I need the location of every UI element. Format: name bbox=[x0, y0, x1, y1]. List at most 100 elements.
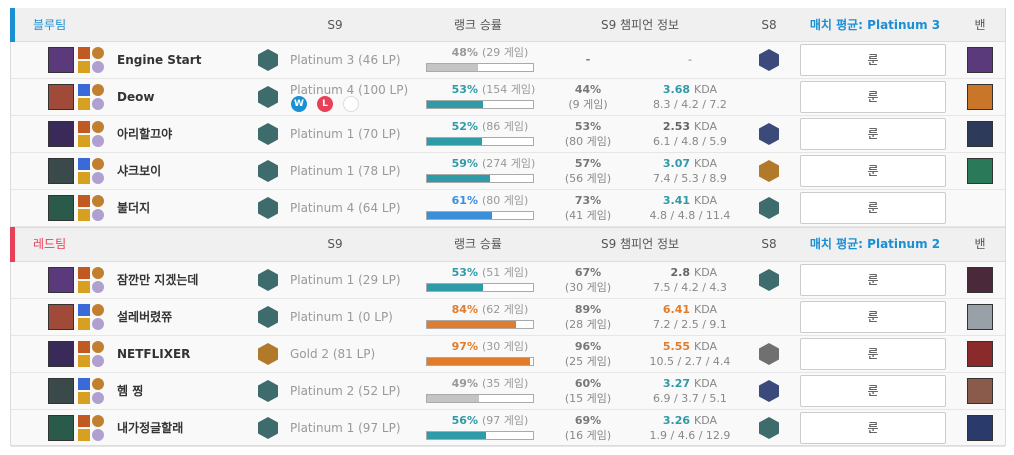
champ-games: (30 게임) bbox=[564, 281, 612, 294]
rune-button[interactable]: 룬 bbox=[800, 155, 946, 187]
rune-icon bbox=[92, 47, 104, 59]
ban-icon bbox=[967, 378, 993, 404]
team-color-bar bbox=[10, 227, 15, 262]
summoner-spell bbox=[78, 355, 90, 367]
kda-detail: 1.9 / 4.6 / 12.9 bbox=[649, 429, 731, 442]
player-row bbox=[11, 153, 1005, 190]
champion-icon bbox=[48, 304, 74, 330]
rune-button[interactable]: 룬 bbox=[800, 44, 946, 76]
kda-unit: KDA bbox=[694, 157, 718, 170]
champ-winrate: 73% bbox=[574, 194, 602, 207]
rank-text: Platinum 4 (64 LP) bbox=[290, 201, 401, 215]
header-winrate: 랭크 승률 bbox=[454, 18, 502, 32]
winrate-bar bbox=[427, 138, 483, 145]
winrate-games: (154 게임) bbox=[482, 83, 536, 96]
tier-emblem bbox=[258, 306, 278, 328]
rune-icon bbox=[92, 98, 104, 110]
summoner-spell bbox=[78, 415, 90, 427]
winrate-label: 52% bbox=[451, 120, 478, 133]
summoner-name[interactable]: 아리할끄야 bbox=[117, 127, 173, 141]
kda-unit: KDA bbox=[694, 194, 718, 207]
rank-text: Platinum 1 (97 LP) bbox=[290, 421, 401, 435]
winrate-bar bbox=[427, 212, 492, 219]
summoner-spell bbox=[78, 98, 90, 110]
tier-emblem bbox=[258, 417, 278, 439]
champ-games: (9 게임) bbox=[568, 98, 608, 111]
summoner-name[interactable]: Engine Start bbox=[117, 53, 202, 67]
winrate-label: 53% bbox=[451, 266, 478, 279]
winrate-games: (51 게임) bbox=[482, 266, 529, 279]
rune-button[interactable]: 룬 bbox=[800, 264, 946, 296]
kda-detail: 7.2 / 2.5 / 9.1 bbox=[653, 318, 727, 331]
rune-icon bbox=[92, 158, 104, 170]
summoner-spell bbox=[78, 47, 90, 59]
champ-games: (28 게임) bbox=[564, 318, 612, 331]
rune-button[interactable]: 룬 bbox=[800, 301, 946, 333]
rune-icon bbox=[92, 355, 104, 367]
kda-unit: KDA bbox=[694, 414, 718, 427]
rune-icon bbox=[92, 135, 104, 147]
recent-result: L bbox=[317, 96, 333, 112]
s8-emblem bbox=[759, 269, 779, 291]
rune-icon bbox=[92, 267, 104, 279]
summoner-name[interactable]: 설레버렸쮸 bbox=[117, 310, 173, 324]
rune-button[interactable]: 룬 bbox=[800, 118, 946, 150]
rank-text: Platinum 1 (70 LP) bbox=[290, 127, 401, 141]
rank-text: Platinum 2 (52 LP) bbox=[290, 384, 401, 398]
kda-ratio: 5.55 bbox=[662, 340, 690, 353]
winrate-label: 59% bbox=[451, 157, 478, 170]
winrate-games: (62 게임) bbox=[482, 303, 529, 316]
rune-icon bbox=[92, 84, 104, 96]
rune-button[interactable]: 룬 bbox=[800, 375, 946, 407]
winrate-track bbox=[426, 63, 534, 72]
rune-button[interactable]: 룬 bbox=[800, 81, 946, 113]
kda-detail: 8.3 / 4.2 / 7.2 bbox=[653, 98, 727, 111]
rune-button[interactable]: 룬 bbox=[800, 338, 946, 370]
summoner-name[interactable]: 잠깐만 지겠는데 bbox=[117, 273, 199, 287]
summoner-name[interactable]: NETFLIXER bbox=[117, 347, 191, 361]
rune-icon bbox=[92, 61, 104, 73]
champion-icon bbox=[48, 415, 74, 441]
kda-ratio: 3.27 bbox=[662, 377, 690, 390]
summoner-name[interactable]: 샤크보이 bbox=[117, 164, 162, 178]
kda-detail: 6.1 / 4.8 / 5.9 bbox=[653, 135, 727, 148]
winrate-bar bbox=[427, 358, 530, 365]
winrate-bar bbox=[427, 175, 490, 182]
tier-emblem bbox=[258, 380, 278, 402]
header-tier: S9 bbox=[327, 18, 343, 32]
rune-button[interactable]: 룬 bbox=[800, 192, 946, 224]
header-s8: S8 bbox=[761, 18, 777, 32]
kda-ratio: 3.68 bbox=[662, 83, 690, 96]
champ-winrate: 89% bbox=[574, 303, 602, 316]
kda-detail: 7.5 / 4.2 / 4.3 bbox=[653, 281, 727, 294]
summoner-name[interactable]: Deow bbox=[117, 90, 155, 104]
header-avg: 매치 평균: Platinum 3 bbox=[809, 18, 941, 32]
player-row bbox=[11, 410, 1005, 447]
ban-icon bbox=[967, 304, 993, 330]
s8-emblem bbox=[759, 343, 779, 365]
summoner-name[interactable]: 불더지 bbox=[117, 201, 151, 215]
summoner-name[interactable]: 헴 찡 bbox=[117, 384, 144, 398]
winrate-label: 97% bbox=[451, 340, 478, 353]
champ-winrate: 96% bbox=[574, 340, 602, 353]
s8-emblem bbox=[759, 123, 779, 145]
rune-icon bbox=[92, 378, 104, 390]
summoner-spell bbox=[78, 429, 90, 441]
kda-unit: KDA bbox=[694, 120, 718, 133]
winrate-label: 49% bbox=[451, 377, 478, 390]
summoner-name[interactable]: 내가정글할래 bbox=[117, 421, 184, 435]
kda-unit: KDA bbox=[694, 83, 718, 96]
ban-icon bbox=[967, 47, 993, 73]
summoner-spell bbox=[78, 121, 90, 133]
ban-icon bbox=[967, 84, 993, 110]
rune-button[interactable]: 룬 bbox=[800, 412, 946, 444]
team-header bbox=[11, 227, 1005, 262]
champ-winrate: 60% bbox=[574, 377, 602, 390]
kda-ratio: 3.41 bbox=[662, 194, 690, 207]
winrate-label: 84% bbox=[451, 303, 478, 316]
summoner-spell bbox=[78, 267, 90, 279]
rank-text: Platinum 3 (46 LP) bbox=[290, 53, 401, 67]
winrate-games: (80 게임) bbox=[482, 194, 529, 207]
header-avg: 매치 평균: Platinum 2 bbox=[809, 237, 941, 251]
champ-games: (16 게임) bbox=[564, 429, 612, 442]
